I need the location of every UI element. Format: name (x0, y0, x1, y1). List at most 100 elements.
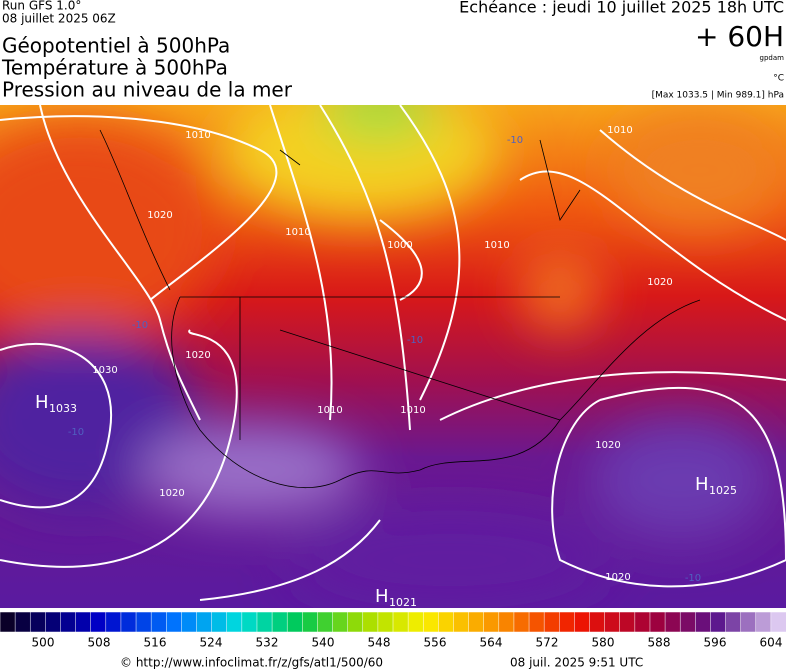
colorbar-swatch (0, 611, 16, 633)
colorbar-swatch (105, 611, 122, 633)
colorbar-swatch (710, 611, 727, 633)
colorbar-label: 604 (760, 636, 783, 650)
colorbar-swatch (574, 611, 591, 633)
colorbar-swatch (211, 611, 228, 633)
colorbar-swatch (468, 611, 485, 633)
pressure-center-value: 1033 (49, 402, 77, 415)
isobar-label: 1020 (147, 210, 172, 221)
temperature-label: -10 (132, 320, 148, 331)
colorbar-label: 564 (480, 636, 503, 650)
colorbar-swatch (317, 611, 334, 633)
isobar-label: 1010 (317, 405, 342, 416)
title-line: Géopotentiel à 500hPa (2, 34, 230, 58)
isobar-label: 1030 (92, 365, 117, 376)
colorbar-swatch (302, 611, 319, 633)
colorbar-swatch (135, 611, 152, 633)
colorbar-swatch (196, 611, 213, 633)
colorbar-swatch (619, 611, 636, 633)
pressure-center-value: 1025 (709, 484, 737, 497)
lead-time: + 60H (695, 20, 784, 53)
colorbar-swatch (740, 611, 757, 633)
colorbar-swatch (770, 611, 786, 633)
colorbar-swatch (181, 611, 198, 633)
unit-geo: gpdam (760, 54, 785, 62)
colorbar-swatch (543, 611, 561, 633)
colorbar-swatch (649, 611, 666, 633)
colorbar-swatch (664, 611, 681, 633)
colorbar-swatch (286, 611, 304, 633)
isobar-label: 1020 (605, 572, 630, 583)
isobar-label: 1010 (285, 227, 310, 238)
colorbar-label: 524 (200, 636, 223, 650)
colorbar-swatch (377, 611, 394, 633)
footer-source: © http://www.infoclimat.fr/z/gfs/atl1/50… (120, 656, 383, 670)
colorbar-label: 596 (704, 636, 727, 650)
temperature-label: -10 (507, 135, 523, 146)
colorbar-swatch (120, 611, 137, 633)
colorbar-label: 516 (144, 636, 167, 650)
colorbar-label: 548 (368, 636, 391, 650)
colorbar-swatch (29, 611, 47, 633)
colorbar-swatch (513, 611, 530, 633)
colorbar-swatch (347, 611, 364, 633)
echeance: Echéance : jeudi 10 juillet 2025 18h UTC (459, 0, 784, 17)
isobar-label: 1010 (185, 130, 210, 141)
title-line: Température à 500hPa (1, 56, 228, 80)
colorbar-swatch (14, 611, 31, 633)
colorbar-label: 532 (256, 636, 279, 650)
colorbar-swatch (226, 611, 243, 633)
colorbar-swatch (90, 611, 107, 633)
pressure-center-letter: H (695, 474, 709, 495)
colorbar-swatch (498, 611, 515, 633)
colorbar-swatch (755, 611, 772, 633)
temperature-label: -10 (407, 335, 423, 346)
colorbar-swatch (45, 611, 62, 633)
colorbar-swatch (271, 611, 288, 633)
colorbar-swatch (559, 611, 576, 633)
colorbar-swatch (60, 611, 77, 633)
colorbar-swatch (725, 611, 742, 633)
unit-temp: °C (773, 74, 784, 84)
colorbar-swatch (75, 611, 92, 633)
colorbar-swatch (407, 611, 424, 633)
isobar-label: 1020 (185, 350, 210, 361)
colorbar-swatch (256, 611, 273, 633)
colorbar-label: 580 (592, 636, 615, 650)
isobar-label: 1020 (595, 440, 620, 451)
colorbar-swatch (695, 611, 712, 633)
colorbar-swatch (392, 611, 409, 633)
colorbar-label: 556 (424, 636, 447, 650)
pressure-range: [Max 1033.5 | Min 989.1] hPa (652, 91, 784, 101)
isobar-label: 1010 (607, 125, 632, 136)
colorbar-swatch (166, 611, 183, 633)
pressure-center-letter: H (375, 586, 389, 607)
colorbar-label: 588 (648, 636, 671, 650)
colorbar-swatch (604, 611, 621, 633)
colorbar-label: 572 (536, 636, 559, 650)
colorbar-swatch (422, 611, 440, 633)
colorbar-swatch (438, 611, 455, 633)
temperature-label: -10 (68, 427, 84, 438)
colorbar-swatch (362, 611, 379, 633)
run-date: 08 juillet 2025 06Z (2, 12, 116, 26)
colorbar-swatch (332, 611, 349, 633)
map (0, 105, 786, 608)
colorbar-swatch (483, 611, 500, 633)
colorbar-swatch (241, 611, 258, 633)
isobar-label: 1020 (647, 277, 672, 288)
isobar-label: 1010 (400, 405, 425, 416)
pressure-center-value: 1021 (389, 596, 417, 609)
colorbar-swatch (528, 611, 545, 633)
colorbar-label: 540 (312, 636, 335, 650)
isobar-label: 1000 (387, 240, 412, 251)
temperature-label: -10 (685, 573, 701, 584)
colorbar-swatch (589, 611, 606, 633)
colorbar-swatch (634, 611, 651, 633)
colorbar-label: 508 (88, 636, 111, 650)
colorbar-swatch (150, 611, 168, 633)
colorbar-swatch (453, 611, 470, 633)
footer-date: 08 juil. 2025 9:51 UTC (510, 656, 643, 670)
isobar-label: 1010 (484, 240, 509, 251)
isobar-label: 1020 (159, 488, 184, 499)
